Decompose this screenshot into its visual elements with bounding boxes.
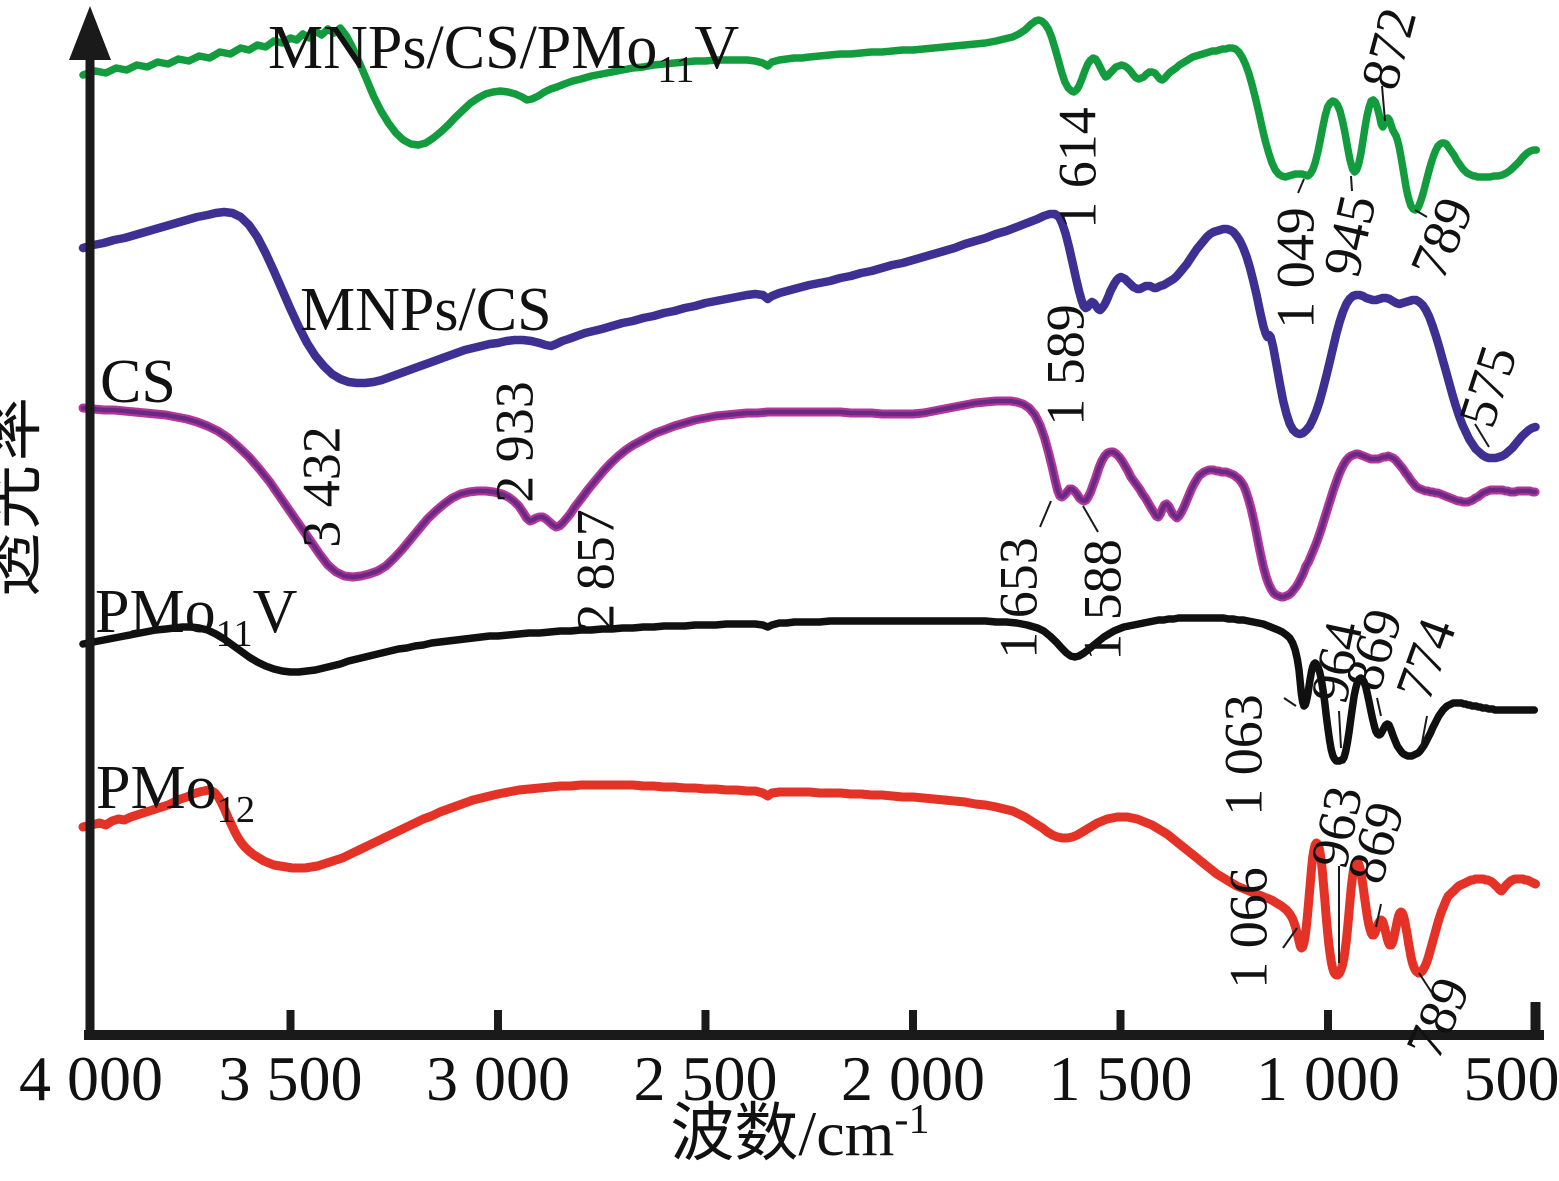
curve-label-mnps-cs: MNPs/CS [300, 276, 552, 344]
peak-leader-line-7 [1283, 697, 1297, 707]
x-tick-label-2000: 2 000 [841, 1043, 985, 1114]
curve-label-pmo11v: PMo11V [95, 578, 298, 655]
peak-annotation-945: 945 [1311, 190, 1388, 282]
peak-annotation-1-066: 1 066 [1218, 867, 1278, 989]
x-tick-label-3500: 3 500 [219, 1043, 363, 1114]
peak-leader-line-4 [1381, 85, 1386, 122]
curve-label-pmo12: PMo12 [96, 754, 255, 831]
curve-label-mnps-cs-pmo11v: MNPs/CS/PMo11V [268, 14, 739, 91]
spectrum-curve-pmo11v [79, 614, 1539, 765]
peak-annotation-575: 575 [1447, 338, 1529, 434]
peak-annotation-1-049: 1 049 [1265, 207, 1325, 329]
y-axis-arrowhead [69, 6, 111, 60]
x-tick-label-4000: 4 000 [19, 1043, 163, 1114]
peak-annotation-1-589: 1 589 [1035, 304, 1095, 426]
spectrum-curve-cs [80, 398, 1538, 600]
y-axis-title: 透光率 [0, 393, 48, 597]
peak-annotation-1-653: 1 653 [988, 537, 1048, 659]
peak-annotation-2-933: 2 933 [484, 381, 544, 503]
spectrum-curve-mnps-cs [78, 207, 1540, 463]
curve-label-cs: CS [100, 348, 176, 416]
peak-leader-line-9 [1376, 697, 1382, 717]
x-tick-label-1000: 1 000 [1256, 1043, 1400, 1114]
x-tick-label-2500: 2 500 [634, 1043, 778, 1114]
x-tick-label-1500: 1 500 [1049, 1043, 1193, 1114]
x-axis-title: 波数/cm-1 [670, 1096, 929, 1169]
spectrum-curve-mnps-cs-pmo11v [79, 16, 1541, 214]
x-tick-label-3000: 3 000 [426, 1043, 570, 1114]
peak-leader-line-6 [1474, 423, 1490, 448]
spectrum-curve-pmo12 [78, 780, 1540, 980]
peak-leader-line-11 [1282, 927, 1298, 949]
peak-annotation-1-614: 1 614 [1047, 107, 1107, 229]
peak-leader-line-1 [1082, 505, 1099, 533]
peak-annotation-3-432: 3 432 [291, 426, 351, 548]
peak-annotation-1-588: 1 588 [1072, 539, 1132, 661]
peak-leader-line-0 [1039, 500, 1052, 528]
x-tick-label-500: 500 [1464, 1043, 1559, 1114]
peak-annotation-2-857: 2 857 [565, 509, 625, 631]
peak-leader-line-2 [1297, 178, 1305, 194]
peak-leader-line-10 [1420, 715, 1428, 749]
peak-annotation-1-063: 1 063 [1213, 694, 1273, 816]
peak-leader-line-13 [1375, 903, 1382, 928]
peak-leader-line-14 [1418, 972, 1433, 994]
peak-leader-line-3 [1350, 175, 1353, 192]
peak-leader-line-8 [1338, 710, 1342, 749]
peak-annotation-872: 872 [1349, 2, 1428, 96]
peak-leader-line-5 [1414, 209, 1428, 218]
